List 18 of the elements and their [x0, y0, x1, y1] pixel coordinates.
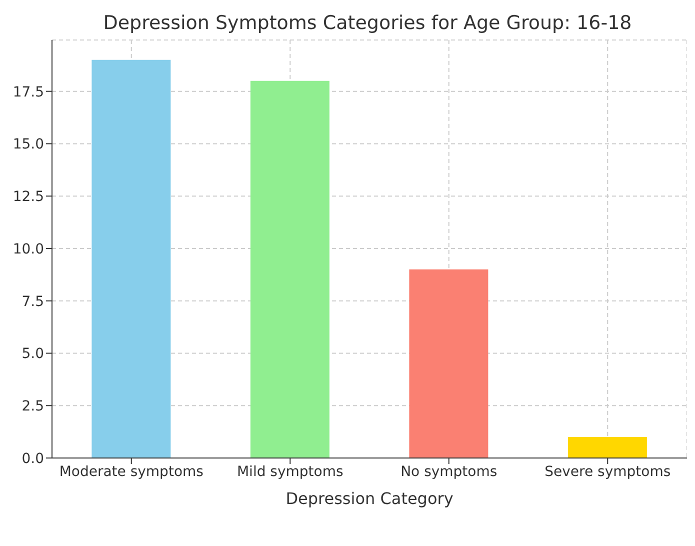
- y-tick-label: 17.5: [12, 84, 44, 100]
- x-tick-label: No symptoms: [400, 464, 498, 480]
- x-tick-label: Mild symptoms: [236, 464, 344, 480]
- x-tick-label: Moderate symptoms: [59, 464, 204, 480]
- chart-title: Depression Symptoms Categories for Age Group: 16-18: [102, 11, 633, 36]
- x-tick-label: Severe symptoms: [544, 464, 671, 480]
- y-tick-label: 5.0: [22, 346, 44, 362]
- y-tick-label: 7.5: [22, 294, 44, 310]
- y-tick-label: 12.5: [12, 189, 44, 206]
- y-tick-label: 0.0: [22, 450, 44, 467]
- bar: [568, 437, 647, 458]
- y-tick-label: 15.0: [12, 136, 44, 153]
- y-tick-label: 10.0: [12, 241, 44, 258]
- bar: [92, 60, 171, 458]
- bar: [409, 269, 488, 458]
- bar: [250, 80, 330, 458]
- y-tick-label: 2.5: [22, 398, 44, 415]
- x-axis-title: Depression Category: [286, 489, 454, 508]
